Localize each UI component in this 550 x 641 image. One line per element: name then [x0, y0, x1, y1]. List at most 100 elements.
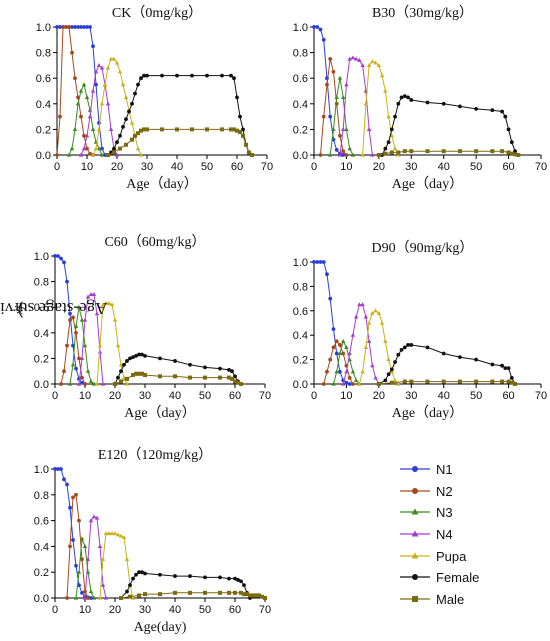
data-point-n4 [85, 294, 91, 299]
y-tick-label: 0.2 [36, 124, 51, 136]
data-point-n2 [331, 69, 336, 74]
data-point-n2 [70, 50, 74, 55]
data-point-n2 [344, 153, 349, 157]
legend-swatch-marker [412, 596, 418, 603]
data-point-female [116, 375, 120, 380]
series-line-n2 [323, 340, 354, 385]
data-point-n2 [321, 114, 326, 119]
data-point-n3 [331, 381, 336, 386]
data-point-n4 [353, 56, 359, 61]
data-point-pupa [123, 95, 129, 99]
data-point-n2 [328, 57, 333, 61]
data-point-n1 [312, 260, 316, 264]
data-point-female [229, 73, 233, 78]
data-point-n3 [91, 595, 97, 600]
data-point-male [242, 592, 246, 597]
legend-label-n2: N2 [436, 483, 453, 499]
data-point-pupa [112, 317, 118, 322]
series-line-n4 [339, 57, 373, 156]
data-point-pupa [121, 534, 127, 539]
data-point-male [490, 149, 495, 154]
data-point-n1 [344, 380, 349, 385]
data-point-n3 [350, 152, 356, 157]
data-point-male [106, 153, 110, 157]
data-point-male [500, 149, 505, 154]
data-point-female [121, 124, 125, 129]
data-point-female [236, 578, 240, 582]
data-point-n4 [370, 152, 375, 157]
data-point-male [128, 594, 132, 599]
data-point-pupa [379, 73, 385, 78]
data-point-n1 [76, 25, 80, 29]
data-point-n3 [76, 569, 82, 574]
data-point-female [127, 109, 131, 114]
data-point-n1 [53, 254, 57, 258]
data-point-female [133, 91, 137, 96]
data-point-female [402, 94, 407, 99]
data-point-male [233, 379, 237, 384]
data-point-n1 [321, 260, 326, 264]
data-point-pupa [102, 82, 108, 87]
data-point-male [236, 380, 240, 385]
data-point-n2 [82, 133, 86, 138]
data-point-n4 [357, 302, 362, 307]
data-point-pupa [114, 60, 120, 65]
data-point-male [457, 379, 462, 384]
data-point-female [409, 343, 414, 347]
series-male [106, 127, 254, 157]
data-point-male [513, 152, 518, 157]
data-point-female [500, 109, 504, 114]
data-point-n3 [76, 304, 82, 309]
data-point-male [245, 592, 249, 597]
data-point-n4 [340, 127, 346, 131]
data-point-n3 [99, 152, 105, 157]
data-point-male [140, 371, 144, 376]
data-point-n3 [79, 536, 85, 541]
data-point-female [458, 355, 462, 360]
data-point-female [425, 100, 430, 105]
series-n2 [59, 315, 87, 386]
x-tick-label: 30 [405, 161, 417, 173]
data-point-pupa [106, 300, 112, 305]
data-point-pupa [124, 381, 130, 386]
x-tick-label: 0 [54, 161, 60, 173]
x-tick-label: 20 [111, 161, 123, 173]
data-point-pupa [392, 146, 398, 151]
data-point-n4 [94, 311, 100, 316]
data-point-pupa [386, 114, 391, 119]
data-point-male [124, 142, 128, 147]
x-tick-label: 70 [259, 604, 271, 616]
data-point-pupa [376, 63, 382, 67]
series-male [119, 590, 267, 600]
data-point-female [383, 378, 388, 383]
data-point-male [389, 150, 394, 155]
data-point-female [190, 73, 194, 78]
y-tick-label: 0.8 [36, 48, 51, 60]
data-point-n3 [72, 127, 78, 131]
chart-panel-1: 0.0 0.2 0.4 0.6 0.8 1.0 0 10 20 30 40 50 60 70 CK（0mg/… [36, 5, 273, 192]
data-point-male [396, 150, 401, 155]
y-tick-label: 0.6 [34, 516, 49, 528]
series-line-n1 [55, 468, 92, 599]
data-point-female [242, 583, 246, 587]
data-point-n4 [79, 356, 85, 360]
data-point-male [131, 373, 135, 378]
data-point-male [188, 590, 192, 595]
data-point-n4 [114, 152, 120, 157]
x-tick-label: 0 [52, 390, 58, 402]
data-point-n3 [82, 343, 88, 348]
data-point-male [402, 149, 407, 154]
series-male [113, 371, 243, 386]
data-point-male [158, 592, 162, 597]
data-point-female [441, 101, 446, 106]
y-axis-label: Age-stage survival rate（Sxj） [0, 160, 107, 460]
data-point-male [227, 375, 231, 380]
data-point-n1 [85, 25, 89, 29]
y-tick-label: 0.2 [34, 567, 49, 579]
data-point-n4 [78, 152, 84, 157]
data-point-n3 [350, 369, 356, 374]
data-point-n4 [360, 63, 365, 67]
data-point-male [133, 133, 137, 138]
data-point-female [474, 107, 479, 111]
series-n4 [78, 63, 120, 157]
